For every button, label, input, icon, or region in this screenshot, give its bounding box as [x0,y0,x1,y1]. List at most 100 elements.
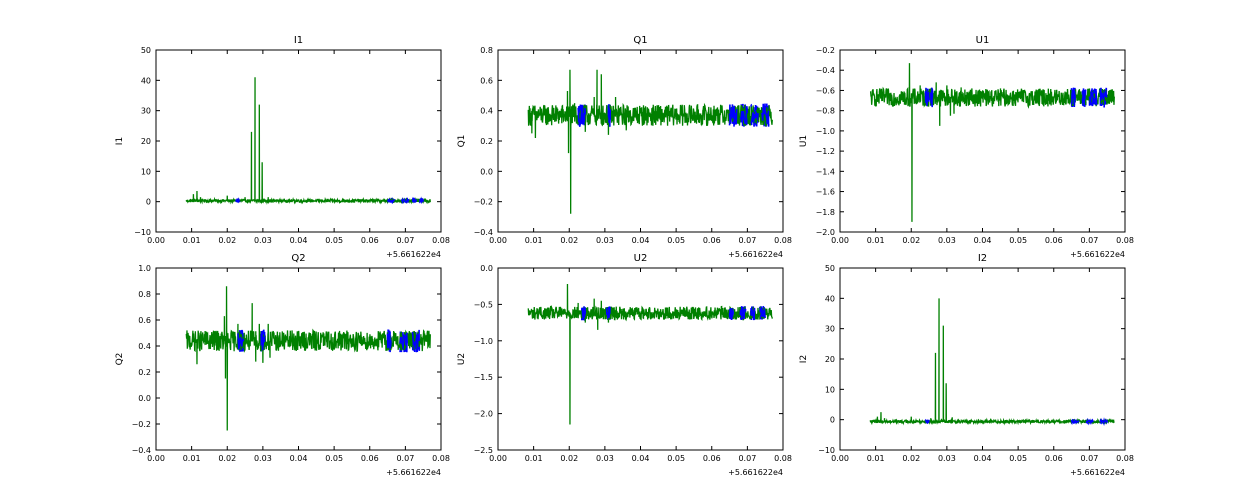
blue-segment-overlay [750,307,756,320]
x-tick-label: 0.07 [738,236,756,245]
subplot-title: Q1 [633,35,647,46]
blue-segment-overlay [419,196,424,205]
blue-segment-overlay [750,111,759,126]
y-tick-label: −0.4 [816,66,835,75]
plot-area [185,286,431,431]
x-tick-label: 0.02 [218,454,236,463]
y-tick-label: 40 [141,76,151,85]
y-tick-label: 0.4 [480,107,493,116]
x-offset-label: +5.661622e4 [386,468,441,477]
y-tick-label: 50 [825,264,835,273]
x-tick-label: 0.01 [867,236,885,245]
x-tick-label: 0.08 [1116,454,1134,463]
x-tick-label: 0.06 [361,236,379,245]
subplot-title: Q2 [291,253,305,264]
subplot-title: U2 [634,253,648,264]
x-tick-label: 0.04 [290,236,308,245]
blue-segment-overlay [386,333,392,349]
x-tick-label: 0.02 [560,454,578,463]
y-tick-label: 20 [141,137,151,146]
y-tick-label: 30 [141,107,151,116]
y-tick-label: −2.0 [816,228,835,237]
blue-segment-overlay [760,105,770,125]
blue-segment-overlay [580,307,587,319]
x-offset-label: +5.661622e4 [728,250,783,259]
subplot-q2: Q2 Q2 +5.661622e4 0.00 0.01 0.02 0.03 0.04 0.… [115,253,450,477]
x-tick-label: 0.07 [738,454,756,463]
x-tick-label: 0.04 [632,236,650,245]
x-tick-label: 0.04 [290,454,308,463]
subplot-q1: Q1 Q1 +5.661622e4 0.00 0.01 0.02 0.03 0.04 0.… [457,35,792,259]
x-tick-label: 0.02 [560,236,578,245]
x-tick-label: 0.02 [902,454,920,463]
plot-area [527,69,773,214]
y-tick-label: −0.2 [474,198,493,207]
blue-segment-overlay [401,197,410,204]
y-tick-label: −0.8 [816,107,835,116]
blue-segment-overlay [1070,418,1080,425]
x-tick-label: 0.08 [774,454,792,463]
y-axis-label: U2 [457,353,467,365]
x-tick-label: 0.06 [1045,454,1063,463]
x-tick-label: 0.08 [774,236,792,245]
x-tick-label: 0.03 [254,454,272,463]
x-offset-label: +5.661622e4 [386,250,441,259]
blue-segment-overlay [260,332,266,351]
y-tick-label: 0.0 [480,167,493,176]
y-tick-label: 0.8 [138,290,151,299]
plot-area [869,298,1115,427]
x-tick-label: 0.08 [432,236,450,245]
x-tick-label: 0.00 [489,236,507,245]
blue-segment-overlay [1099,417,1108,425]
x-tick-label: 0.03 [938,454,956,463]
x-tick-label: 0.07 [1080,236,1098,245]
x-tick-label: 0.01 [525,454,543,463]
x-tick-label: 0.04 [974,454,992,463]
y-tick-label: 0.2 [480,137,493,146]
y-tick-label: −1.0 [474,337,493,346]
x-offset-label: +5.661622e4 [1070,468,1125,477]
series-green [527,284,773,425]
x-tick-label: 0.00 [147,454,165,463]
x-tick-label: 0.00 [831,236,849,245]
y-tick-label: 1.0 [138,264,151,273]
subplot-title: I2 [978,253,987,264]
y-axis-label: U1 [799,135,809,147]
blue-segment-overlay [728,105,738,125]
blue-segment-overlay [1088,90,1098,105]
x-tick-label: 0.05 [325,454,343,463]
y-tick-label: 0.0 [480,264,493,273]
plot-area [185,77,431,205]
y-tick-label: 0.2 [138,368,151,377]
blue-segment-overlay [237,333,245,350]
y-tick-label: −1.0 [816,127,835,136]
x-tick-label: 0.06 [703,236,721,245]
blue-segment-overlay [739,106,749,125]
y-tick-label: 50 [141,46,151,55]
y-tick-label: 10 [141,167,151,176]
x-tick-label: 0.01 [867,454,885,463]
blue-segment-overlay [1085,418,1094,426]
blue-segment-overlay [1070,89,1076,106]
y-tick-label: −1.4 [816,167,835,176]
y-tick-label: 0.6 [138,316,151,325]
x-tick-label: 0.02 [218,236,236,245]
y-tick-label: 0.4 [138,342,151,351]
y-axis-label: I1 [115,137,125,145]
blue-segment-overlay [577,107,587,125]
blue-segment-overlay [605,307,611,319]
y-tick-label: −0.2 [132,420,151,429]
blue-segment-overlay [411,331,421,349]
blue-segment-overlay [759,307,766,319]
x-tick-label: 0.03 [596,236,614,245]
x-tick-label: 0.04 [632,454,650,463]
y-tick-label: −1.5 [474,373,493,382]
y-axis-label: I2 [799,355,809,363]
plot-area [869,63,1115,222]
blue-segment-overlay [399,332,408,349]
x-tick-label: 0.06 [361,454,379,463]
subplot-i1: I1 I1 +5.661622e4 0.00 0.01 0.02 0.03 0.04 0.… [115,35,450,259]
subplot-title: I1 [294,35,303,46]
y-tick-label: 40 [825,294,835,303]
